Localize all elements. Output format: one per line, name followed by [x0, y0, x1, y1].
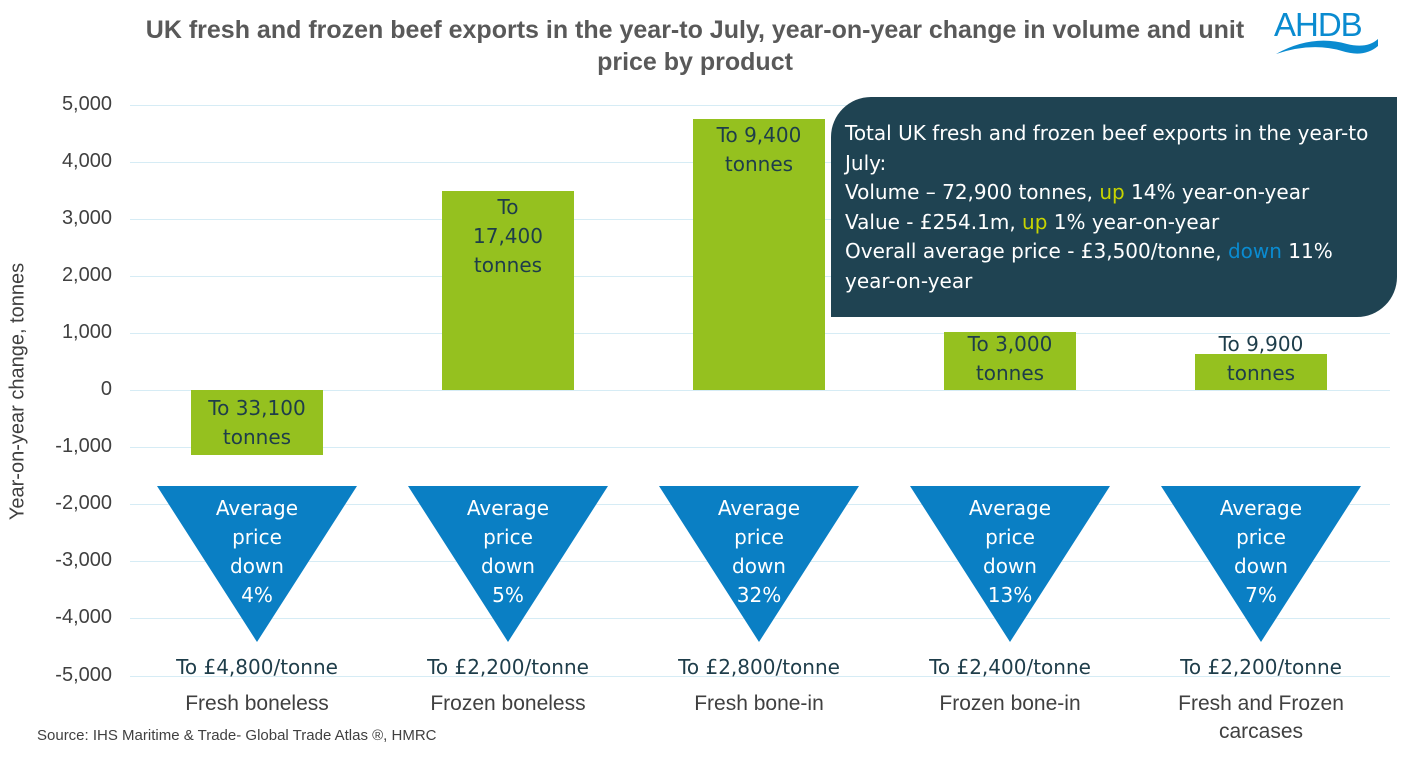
category-label: Fresh and Frozen carcases: [1178, 692, 1344, 743]
up-text: up: [1022, 209, 1048, 234]
bar-label: To 9,900 tonnes: [1186, 330, 1336, 388]
bar-label-line: tonnes: [473, 253, 543, 278]
price-change-line: price: [985, 525, 1035, 549]
price-change-text: Average price down 7%: [1161, 494, 1361, 610]
bar-label-line: To 3,000: [967, 332, 1053, 356]
price-change-line: price: [483, 525, 533, 549]
price-change-line: 4%: [241, 583, 273, 607]
down-text: down: [1227, 239, 1282, 263]
price-change-line: down: [1234, 554, 1288, 578]
summary-callout: Total UK fresh and frozen beef exports i…: [831, 97, 1397, 317]
y-tick-label: 1,000: [61, 320, 112, 343]
price-change-line: price: [1236, 525, 1286, 549]
price-change-triangle: Average price down 32%: [659, 486, 859, 642]
bar-label-line: tonnes: [1226, 361, 1296, 385]
gridline: [130, 447, 1390, 449]
gridline: [130, 104, 1390, 106]
price-change-line: price: [232, 525, 282, 549]
text: Volume – 72,900 tonnes,: [845, 180, 1100, 204]
price-change-text: Average price down 13%: [910, 494, 1110, 610]
bar-label-line: tonnes: [975, 361, 1045, 385]
price-change-text: Average price down 32%: [659, 494, 859, 610]
down-triangle-icon: [408, 486, 608, 642]
bar-label: To 9,400 tonnes: [684, 121, 834, 179]
price-change-line: Average: [717, 496, 801, 520]
price-change-triangle: Average price down 7%: [1161, 486, 1361, 642]
text: Overall average price - £3,500/tonne,: [845, 239, 1228, 263]
y-tick-label: -3,000: [55, 549, 112, 572]
price-change-line: 7%: [1245, 583, 1277, 607]
price-label: To £2,400/tonne: [929, 655, 1091, 679]
price-change-triangle: Average price down 13%: [910, 486, 1110, 642]
callout-line: Total UK fresh and frozen beef exports i…: [845, 121, 1369, 175]
category-label: Frozen bone-in: [939, 692, 1081, 715]
price-change-triangle: Average price down 5%: [408, 486, 608, 642]
y-tick-label: -1,000: [55, 435, 112, 458]
y-tick-label: -5,000: [55, 663, 112, 686]
bar: [1195, 354, 1327, 390]
up-text: up: [1099, 180, 1125, 204]
price-change-line: down: [230, 554, 284, 578]
category-label: Fresh bone-in: [694, 692, 824, 715]
price-change-line: price: [734, 525, 784, 549]
down-triangle-icon: [910, 486, 1110, 642]
y-tick-label: -2,000: [55, 492, 112, 515]
price-label: To £2,200/tonne: [427, 655, 589, 679]
callout-volume: Volume – 72,900 tonnes, up 14% year-on-y…: [845, 178, 1383, 208]
price-change-line: 32%: [736, 583, 782, 607]
bar-label-line: tonnes: [724, 151, 794, 176]
price-change-line: down: [983, 554, 1037, 578]
price-change-line: Average: [215, 496, 299, 520]
category-label: Fresh boneless: [185, 692, 329, 715]
text: 14% year-on-year: [1124, 180, 1310, 204]
y-tick-label: 0: [100, 378, 112, 400]
callout-price: Overall average price - £3,500/tonne, do…: [845, 237, 1383, 296]
price-change-line: Average: [1219, 496, 1303, 520]
chart-title: UK fresh and frozen beef exports in the …: [145, 16, 1245, 76]
price-change-line: down: [732, 554, 786, 578]
bar-label-line: To 9,400: [716, 122, 802, 147]
logo-text: AHDB: [1274, 6, 1363, 43]
down-triangle-icon: [659, 486, 859, 642]
price-change-line: down: [481, 554, 535, 578]
down-triangle-icon: [157, 486, 357, 642]
bar-label: To 3,000 tonnes: [935, 330, 1085, 388]
ahdb-logo: AHDB: [1272, 6, 1382, 56]
price-label: To £2,800/tonne: [678, 655, 840, 679]
down-triangle-icon: [1161, 486, 1361, 642]
bar: [693, 118, 825, 390]
gridline: [130, 390, 1390, 391]
price-label: To £2,200/tonne: [1180, 655, 1342, 679]
price-change-text: Average price down 4%: [157, 494, 357, 610]
bar-label-line: To: [497, 195, 519, 220]
category-label: Frozen boneless: [430, 692, 586, 715]
y-tick-label: 2,000: [61, 263, 112, 286]
price-label: To £4,800/tonne: [176, 655, 338, 679]
bar-label-line: tonnes: [222, 425, 292, 449]
y-tick-label: 5,000: [61, 92, 112, 115]
callout-value: Value - £254.1m, up 1% year-on-year: [845, 208, 1383, 238]
price-change-line: Average: [466, 496, 550, 520]
bar-label-line: To 9,900: [1218, 332, 1304, 356]
price-change-triangle: Average price down 4%: [157, 486, 357, 642]
y-tick-label: 4,000: [61, 149, 112, 172]
y-tick-label: -4,000: [55, 606, 112, 629]
bar-label: To 17,400 tonnes: [433, 193, 583, 280]
y-tick-label: 3,000: [61, 206, 112, 229]
bar: [191, 390, 323, 455]
price-change-line: Average: [968, 496, 1052, 520]
bar-label: To 33,100 tonnes: [182, 394, 332, 452]
bar: [944, 331, 1076, 390]
source-note: Source: IHS Maritime & Trade- Global Tra…: [37, 727, 437, 744]
bar-label-line: To 33,100: [208, 396, 306, 420]
bar-label-line: 17,400: [473, 224, 543, 249]
price-change-text: Average price down 5%: [408, 494, 608, 610]
price-change-line: 13%: [987, 583, 1033, 607]
text: 11% year-on-year: [845, 239, 1333, 293]
text: 1% year-on-year: [1047, 209, 1220, 234]
gridline: [130, 675, 1390, 677]
bar: [442, 191, 574, 390]
text: Value - £254.1m,: [845, 209, 1023, 234]
price-change-line: 5%: [492, 583, 524, 607]
